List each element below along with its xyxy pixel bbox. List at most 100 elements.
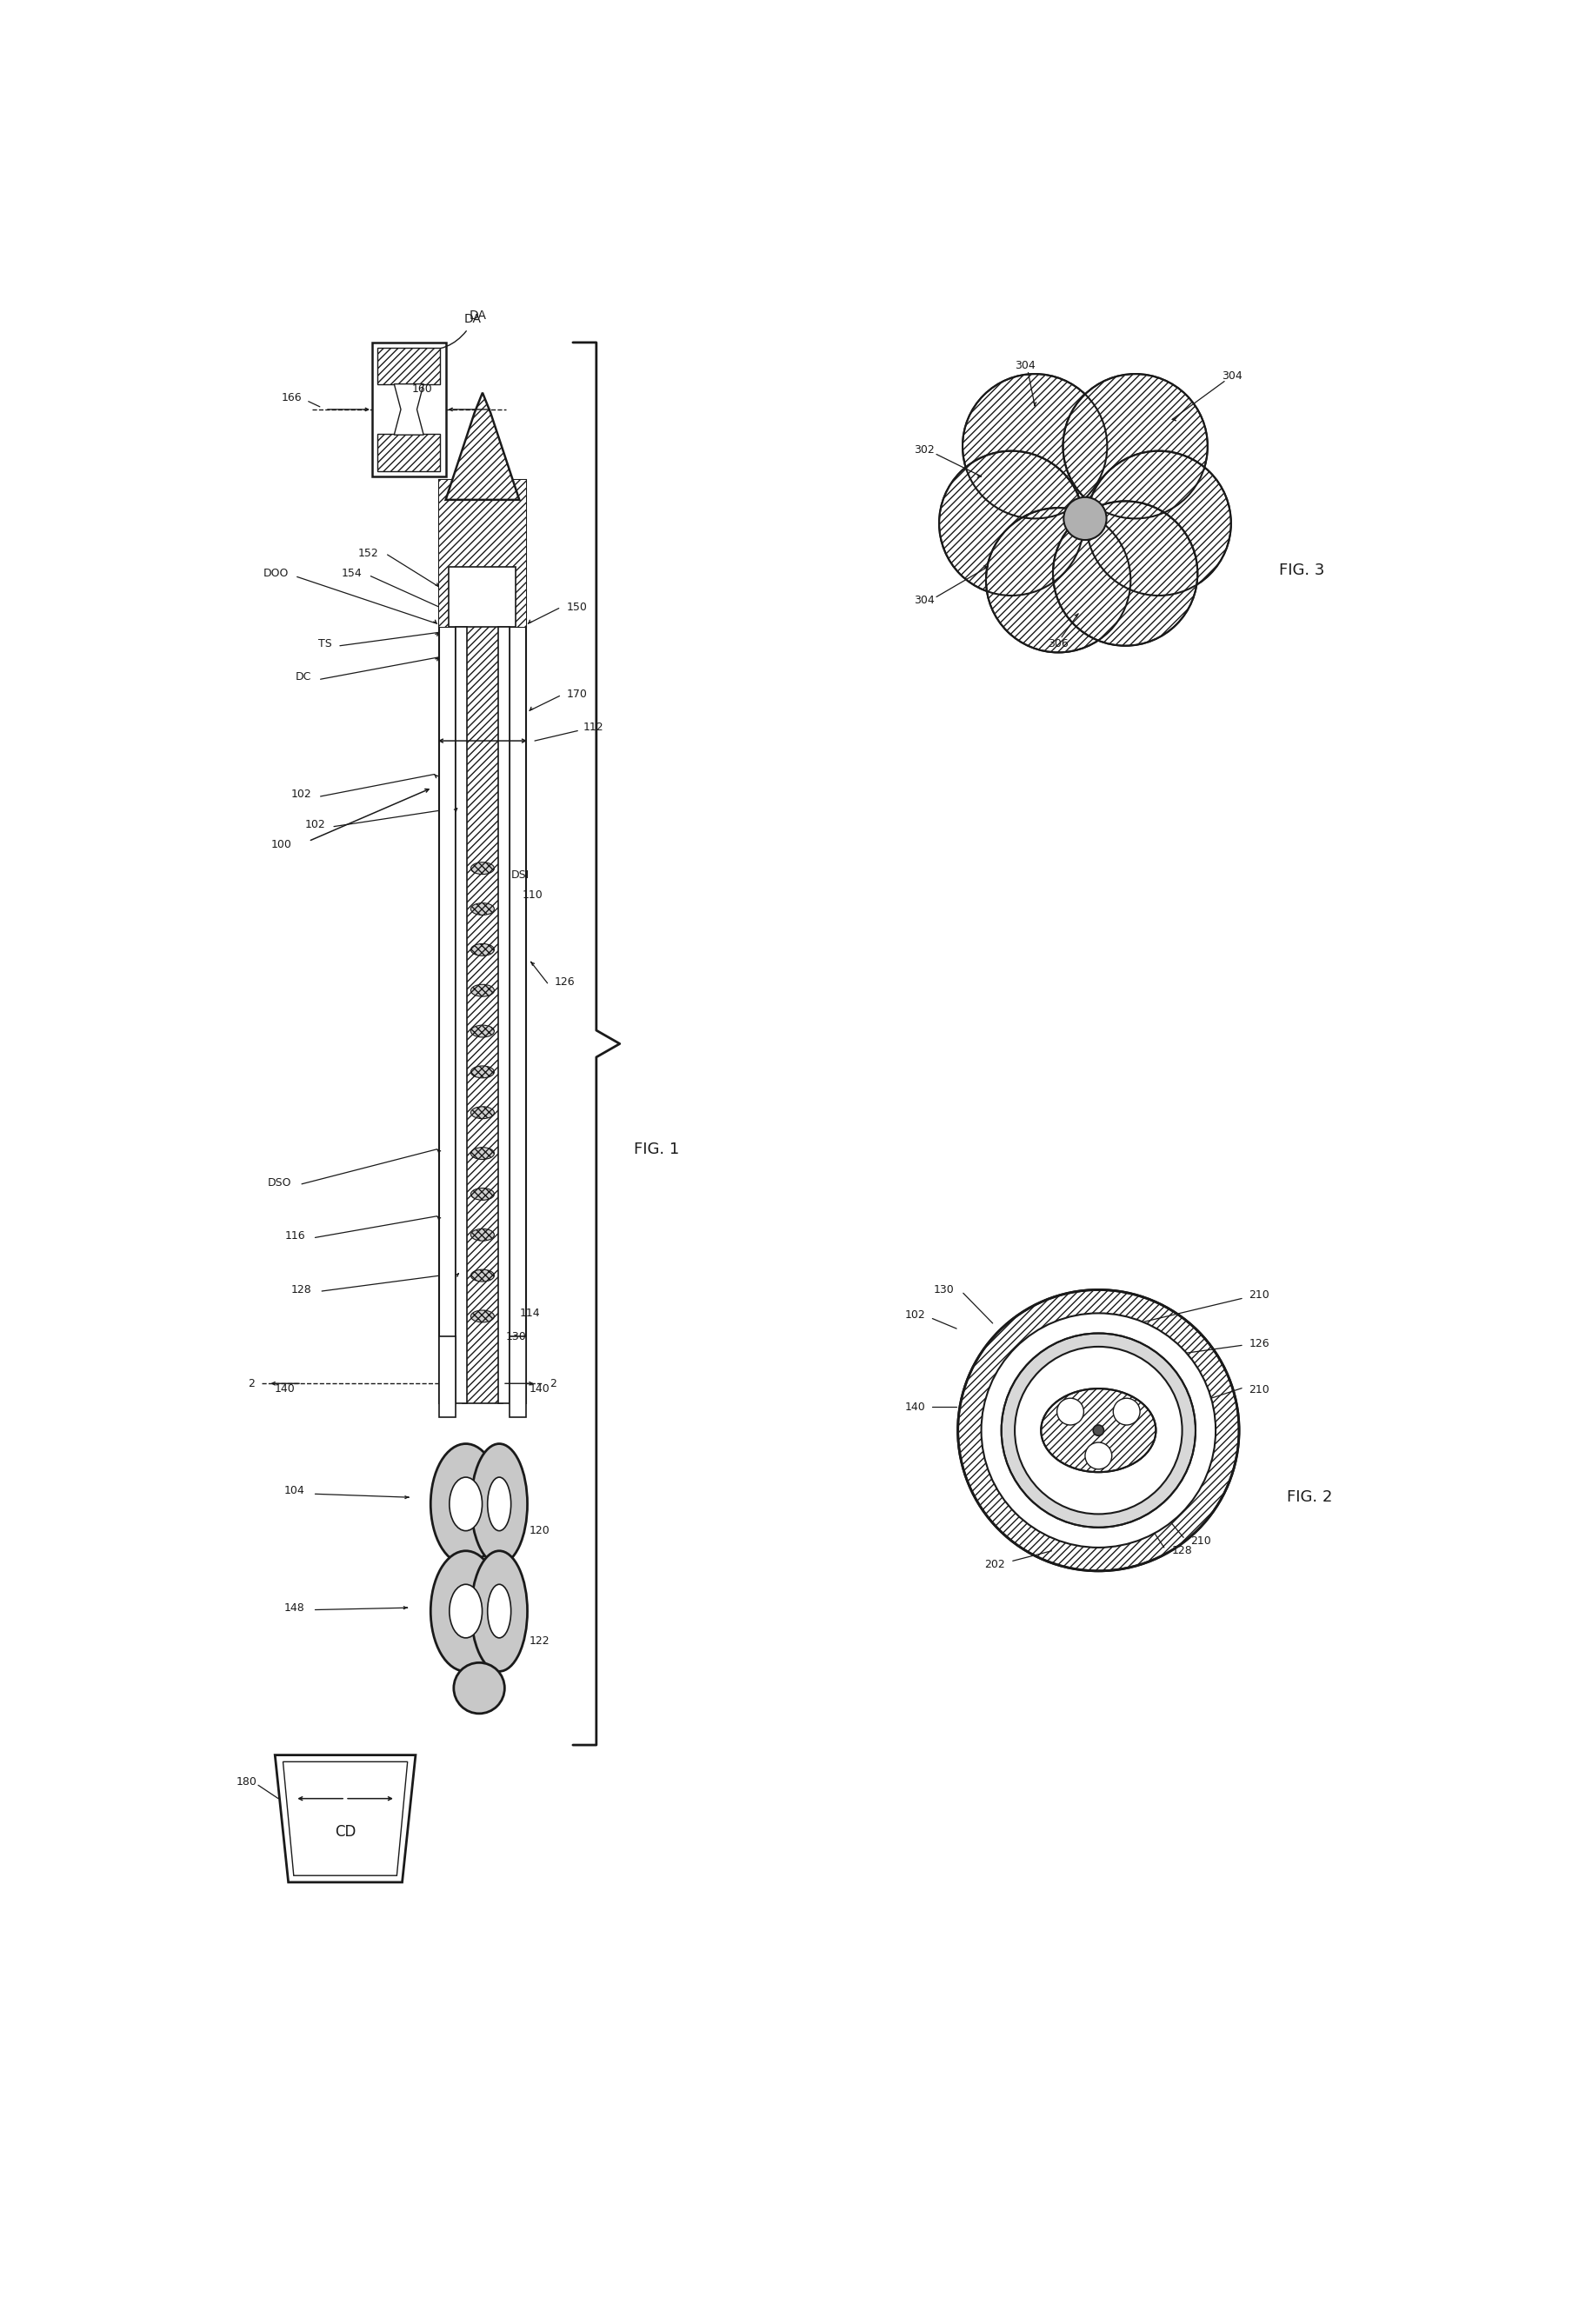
Circle shape [940,451,1083,595]
Ellipse shape [450,1585,482,1638]
Text: 154: 154 [341,567,362,579]
Text: FIG. 1: FIG. 1 [633,1141,679,1157]
Text: 130: 130 [505,1332,527,1343]
Circle shape [1063,374,1208,518]
Circle shape [1053,502,1197,646]
Text: 302: 302 [914,444,935,456]
Bar [373,342,445,476]
Text: 304: 304 [914,595,935,607]
Circle shape [958,1290,1240,1571]
Bar [497,627,510,1404]
Text: 150: 150 [567,602,587,614]
Circle shape [453,1662,505,1713]
Text: 210: 210 [1191,1536,1211,1545]
Bar [439,479,526,627]
Ellipse shape [471,1269,494,1281]
Text: DA: DA [469,309,486,321]
Text: DSO: DSO [268,1176,292,1188]
Bar [377,349,441,386]
Text: 180: 180 [237,1776,257,1787]
Ellipse shape [471,1311,494,1322]
Ellipse shape [471,1188,494,1199]
Polygon shape [283,1762,407,1875]
Text: 126: 126 [554,976,575,988]
Ellipse shape [1041,1387,1156,1471]
Text: 104: 104 [284,1485,305,1497]
Text: 304: 304 [1014,360,1036,372]
Text: 148: 148 [284,1601,305,1613]
Ellipse shape [471,1025,494,1037]
Text: DC: DC [295,672,311,683]
Text: 152: 152 [358,548,379,560]
Text: 110: 110 [523,890,543,899]
Text: 306: 306 [1048,639,1069,648]
Ellipse shape [450,1478,482,1532]
Circle shape [963,374,1107,518]
Ellipse shape [471,1106,494,1118]
Text: DA: DA [464,314,482,325]
Ellipse shape [471,1443,527,1564]
Text: 102: 102 [905,1308,925,1320]
Ellipse shape [471,1550,527,1671]
Circle shape [1086,451,1232,595]
Circle shape [1113,1399,1140,1425]
Text: 202: 202 [984,1559,1004,1571]
Text: 2: 2 [549,1378,556,1390]
Text: 210: 210 [1249,1290,1270,1301]
Circle shape [1064,497,1107,539]
Circle shape [1015,1346,1183,1513]
Bar [439,627,456,1404]
Circle shape [1085,1443,1112,1469]
Ellipse shape [471,1229,494,1241]
Ellipse shape [431,1550,501,1671]
Text: 130: 130 [933,1285,955,1294]
Polygon shape [445,393,519,500]
Text: 100: 100 [272,839,292,851]
Ellipse shape [471,944,494,955]
Bar [377,435,441,472]
Ellipse shape [471,904,494,916]
Circle shape [1056,1399,1083,1425]
Text: 120: 120 [529,1525,549,1536]
Bar [510,627,526,1404]
Text: 102: 102 [305,818,325,830]
Text: 126: 126 [1249,1339,1270,1348]
Bar [377,349,441,386]
Text: 2: 2 [248,1378,254,1390]
Text: 112: 112 [583,723,603,732]
Ellipse shape [488,1478,512,1532]
Text: DOO: DOO [262,567,289,579]
Bar [439,1336,456,1418]
Ellipse shape [488,1585,512,1638]
Ellipse shape [471,985,494,997]
Text: FIG. 3: FIG. 3 [1279,562,1325,579]
Circle shape [985,509,1131,653]
Ellipse shape [471,862,494,874]
Text: FIG. 2: FIG. 2 [1287,1490,1333,1506]
Text: 170: 170 [567,688,587,700]
Ellipse shape [471,1067,494,1078]
Text: 140: 140 [275,1383,295,1394]
Text: 114: 114 [519,1308,540,1318]
Bar [448,567,516,627]
Bar [439,479,526,627]
Circle shape [1093,1425,1104,1436]
Text: 140: 140 [529,1383,549,1394]
Text: 102: 102 [291,788,311,799]
Bar [456,627,467,1404]
Text: 304: 304 [1222,370,1243,381]
Bar [377,435,441,472]
Ellipse shape [471,1148,494,1160]
Circle shape [1001,1334,1195,1527]
Text: DSI: DSI [510,869,529,881]
Ellipse shape [431,1443,501,1564]
Text: 166: 166 [281,393,302,402]
Text: 160: 160 [412,383,433,395]
Text: 140: 140 [905,1401,925,1413]
Text: TS: TS [319,639,332,648]
Text: 116: 116 [284,1232,305,1241]
Circle shape [981,1313,1216,1548]
Text: CD: CD [335,1824,355,1841]
Text: 128: 128 [1172,1545,1192,1557]
Text: 210: 210 [1249,1385,1270,1397]
